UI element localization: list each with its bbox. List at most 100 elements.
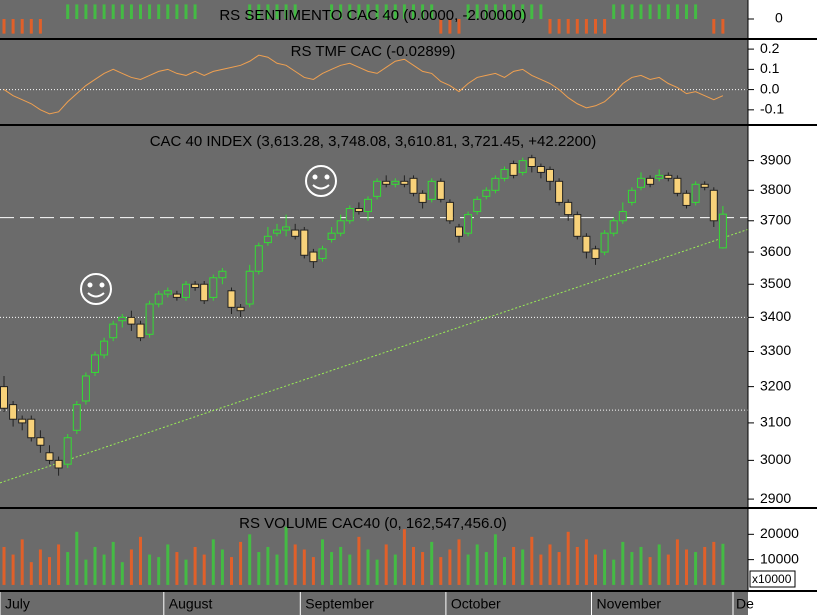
bar [712, 19, 716, 34]
bar [311, 557, 315, 585]
candle-body [591, 248, 600, 259]
bar [339, 4, 343, 20]
panel-title: RS SENTIMENTO CAC 40 (0.0000, -2.00000) [219, 7, 526, 24]
bar [139, 4, 142, 20]
bar [630, 4, 634, 20]
candle-body [473, 198, 482, 213]
bar [557, 552, 561, 585]
candle-body [254, 245, 263, 272]
candle-body [81, 375, 90, 402]
bar [603, 19, 607, 34]
y-tick-label: 3400 [760, 308, 791, 324]
candle-body [291, 229, 300, 237]
candle-body [118, 316, 127, 322]
bar [548, 544, 552, 585]
bar [594, 554, 597, 585]
y-tick-label: 3600 [760, 243, 791, 259]
candle-body [500, 168, 509, 179]
bar [539, 4, 543, 20]
candle-body [464, 214, 473, 234]
candle-body [345, 207, 354, 222]
bar [530, 4, 534, 20]
bar [348, 554, 352, 585]
bar [648, 4, 652, 20]
candle-body [573, 214, 582, 237]
bar [584, 19, 588, 34]
candle-body [655, 174, 664, 179]
bar [230, 557, 233, 585]
bar [102, 554, 106, 585]
bar [75, 4, 79, 20]
candle-body [600, 232, 609, 253]
candle-body [91, 354, 99, 373]
y-tick-label: 10000 [760, 550, 799, 566]
bar [275, 4, 279, 20]
bar [512, 546, 516, 585]
candle-body [455, 226, 463, 237]
bar [721, 19, 725, 34]
bar [630, 552, 634, 585]
bar [48, 557, 51, 585]
bar [111, 4, 115, 20]
candle-body [245, 270, 254, 305]
y-tick-label: 0.1 [760, 60, 780, 76]
bar [220, 549, 224, 585]
bar [166, 4, 170, 20]
candle-body [718, 213, 727, 249]
bar [184, 559, 188, 585]
bar [657, 4, 661, 20]
bar [484, 4, 488, 20]
y-tick-label: 3700 [760, 211, 791, 227]
bar [175, 4, 179, 20]
bar [421, 552, 425, 585]
bar [694, 4, 698, 20]
candle-body [409, 177, 418, 194]
candle-body [546, 168, 554, 182]
bar [685, 4, 688, 20]
bar [712, 541, 716, 585]
candle-body [9, 404, 18, 420]
candle-body [509, 163, 518, 176]
candle-body [627, 189, 636, 203]
bar [93, 4, 97, 20]
candle-body [418, 192, 427, 203]
candle-body [400, 180, 409, 185]
bar [466, 554, 470, 585]
bar [421, 4, 425, 20]
bar [211, 539, 215, 585]
candle-body [27, 418, 36, 439]
x-tick-label: De [736, 596, 754, 612]
bar [66, 4, 70, 20]
candle-body [618, 211, 627, 222]
axis-background [748, 0, 817, 615]
bar [439, 19, 443, 34]
x-tick-label: October [451, 596, 501, 612]
candle-body [127, 316, 136, 325]
candle-body [646, 177, 655, 185]
bar [157, 4, 161, 20]
candle-body [664, 174, 673, 179]
bar [539, 554, 543, 585]
candle-body [54, 459, 63, 469]
y-tick-label: 3800 [760, 181, 791, 197]
bar [29, 19, 33, 34]
candle-body [218, 270, 227, 279]
candle-body [309, 251, 318, 263]
bar [202, 554, 206, 585]
bar [148, 4, 152, 20]
candle-body [445, 201, 454, 222]
bar [111, 541, 115, 585]
candle-body [518, 160, 527, 173]
candle-body [163, 290, 172, 295]
bar [257, 4, 261, 20]
candle-body [318, 248, 327, 259]
bar [184, 4, 188, 20]
bar [439, 557, 443, 585]
y-tick-label: 2900 [760, 490, 791, 506]
bar [703, 546, 707, 585]
y-tick-label: 20000 [760, 525, 799, 541]
bar [448, 549, 452, 585]
bar [503, 557, 506, 585]
bar [239, 541, 243, 585]
bar [430, 4, 434, 20]
